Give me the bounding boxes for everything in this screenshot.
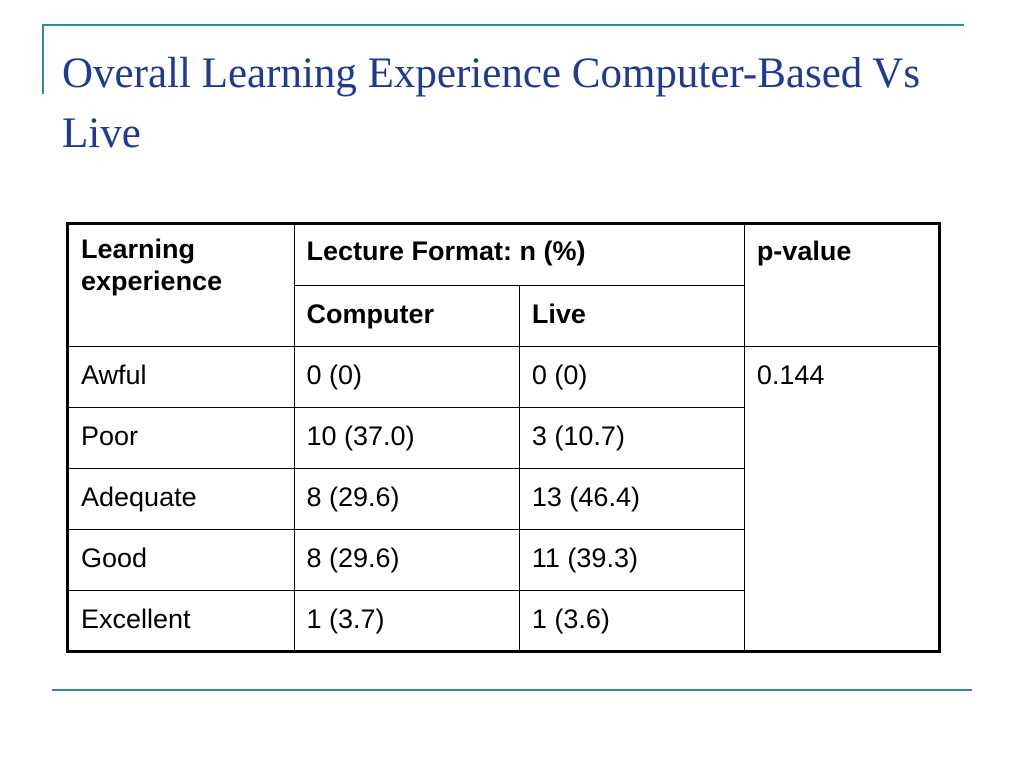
left-accent-line (42, 24, 44, 94)
table-header-row: Learning experience Lecture Format: n (%… (67, 223, 941, 347)
cell-experience: Excellent (67, 590, 295, 652)
cell-live: 13 (46.4) (518, 468, 745, 530)
header-learning-experience: Learning experience (67, 223, 295, 347)
cell-experience: Adequate (67, 468, 295, 530)
cell-computer: 8 (29.6) (293, 529, 520, 591)
cell-p-value: 0.144 (743, 346, 941, 652)
cell-experience: Poor (67, 407, 295, 469)
table-row: Good 8 (29.6) 11 (39.3) (67, 529, 940, 591)
cell-live: 11 (39.3) (518, 529, 745, 591)
results-table: Learning experience Lecture Format: n (%… (66, 222, 941, 653)
cell-experience: Good (67, 529, 295, 591)
cell-computer: 10 (37.0) (293, 407, 520, 469)
top-accent-line (42, 24, 964, 26)
cell-experience: Awful (67, 346, 295, 408)
table-row: Excellent 1 (3.7) 1 (3.6) (67, 590, 940, 652)
cell-computer: 8 (29.6) (293, 468, 520, 530)
cell-computer: 0 (0) (293, 346, 520, 408)
bottom-accent-line (52, 689, 972, 691)
cell-live: 0 (0) (518, 346, 745, 408)
table-subheader-row: Computer Live (68, 285, 940, 347)
header-lecture-format: Lecture Format: n (%) (293, 223, 745, 286)
cell-live: 1 (3.6) (518, 590, 745, 652)
header-computer: Computer (293, 285, 520, 347)
header-p-value: p-value (743, 223, 941, 347)
cell-live: 3 (10.7) (518, 407, 745, 469)
slide-title: Overall Learning Experience Computer-Bas… (62, 50, 921, 157)
cell-computer: 1 (3.7) (293, 590, 520, 652)
header-live: Live (518, 285, 745, 347)
table-row: Awful 0 (0) 0 (0) 0.144 (67, 346, 941, 652)
